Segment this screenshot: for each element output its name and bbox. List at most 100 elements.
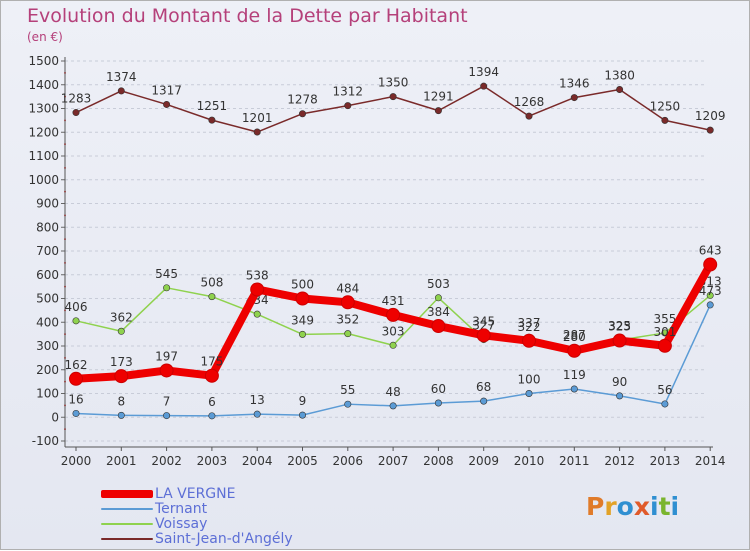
logo-letter: i <box>670 492 680 521</box>
data-point <box>434 294 442 302</box>
data-label: 325 <box>608 319 631 333</box>
y-tick-label: 100 <box>36 387 59 401</box>
data-label: 13 <box>250 393 265 407</box>
data-point <box>114 369 129 384</box>
data-point <box>525 112 533 120</box>
y-tick-label: 700 <box>36 244 59 258</box>
data-point <box>567 343 582 358</box>
logo-letter: r <box>604 492 617 521</box>
data-label: 162 <box>65 358 88 372</box>
data-point <box>525 389 533 397</box>
data-point <box>706 126 714 134</box>
data-label: 1346 <box>559 77 590 91</box>
y-tick-label: 1300 <box>28 102 59 116</box>
logo-letter: x <box>633 492 650 521</box>
data-label: 538 <box>246 268 269 282</box>
data-label: 60 <box>431 382 446 396</box>
data-point <box>117 87 125 95</box>
data-point <box>163 100 171 108</box>
data-label: 6 <box>208 395 216 409</box>
data-point <box>250 282 265 297</box>
data-label: 473 <box>699 284 722 298</box>
data-label: 1380 <box>604 69 635 83</box>
data-point <box>706 291 714 299</box>
y-tick-label: 500 <box>36 292 59 306</box>
data-point <box>72 109 80 117</box>
legend-label: Saint-Jean-d'Angély <box>155 531 293 547</box>
data-point <box>616 86 624 94</box>
data-label: 1268 <box>514 95 545 109</box>
data-label: 1291 <box>423 90 454 104</box>
data-label: 1278 <box>287 93 318 107</box>
logo-letter: t <box>658 492 671 521</box>
y-tick-label: 400 <box>36 315 59 329</box>
data-label: 90 <box>612 375 627 389</box>
legend-swatch <box>101 523 153 525</box>
data-label: 1201 <box>242 111 273 125</box>
data-label: 431 <box>382 294 405 308</box>
series-ternant: 16 8 7 6 13 9 55 48 60 68 100 119 90 56 473 <box>68 284 722 420</box>
data-label: 119 <box>563 368 586 382</box>
y-tick-label: 600 <box>36 268 59 282</box>
data-label: 1374 <box>106 70 137 84</box>
x-tick-label: 2012 <box>604 454 635 468</box>
data-label: 301 <box>653 325 676 339</box>
data-label: 7 <box>163 395 171 409</box>
data-label: 1209 <box>695 109 726 123</box>
data-label: 362 <box>110 310 133 324</box>
data-point <box>253 128 261 136</box>
data-label: 1317 <box>151 83 182 97</box>
data-label: 197 <box>155 349 178 363</box>
data-label: 68 <box>476 380 491 394</box>
data-point <box>208 116 216 124</box>
data-point <box>706 301 714 309</box>
legend-label: Voissay <box>155 516 208 532</box>
x-tick-label: 2003 <box>197 454 228 468</box>
data-label: 484 <box>336 281 359 295</box>
y-tick-label: 300 <box>36 339 59 353</box>
data-point <box>204 368 219 383</box>
chart-title: Evolution du Montant de la Dette par Hab… <box>27 5 468 27</box>
data-point <box>389 402 397 410</box>
y-tick-label: 1100 <box>28 149 59 163</box>
data-point <box>253 310 261 318</box>
data-point <box>298 411 306 419</box>
data-point <box>612 333 627 348</box>
data-point <box>117 411 125 419</box>
data-point <box>476 328 491 343</box>
data-point <box>117 327 125 335</box>
data-label: 384 <box>427 305 450 319</box>
series-saint-jean-d-ang-ly: 1283 1374 1317 1251 1201 1278 1312 1350 1291 1394… <box>61 65 726 136</box>
data-label: 337 <box>518 316 541 330</box>
data-label: 323 <box>608 320 631 334</box>
data-label: 8 <box>117 394 125 408</box>
data-label: 643 <box>699 244 722 258</box>
data-point <box>72 409 80 417</box>
data-point <box>703 257 718 272</box>
x-tick-label: 2002 <box>151 454 182 468</box>
data-label: 345 <box>472 314 495 328</box>
legend-swatch <box>101 538 153 540</box>
data-point <box>661 400 669 408</box>
y-tick-label: 0 <box>51 410 59 424</box>
data-label: 303 <box>382 324 405 338</box>
chart-unit: (en €) <box>27 30 63 44</box>
data-point <box>434 399 442 407</box>
data-point <box>163 284 171 292</box>
data-point <box>570 94 578 102</box>
y-tick-label: 900 <box>36 197 59 211</box>
data-label: 1251 <box>197 99 228 113</box>
logo-letter: P <box>586 492 605 521</box>
data-point <box>253 410 261 418</box>
data-point <box>344 102 352 110</box>
data-label: 322 <box>518 320 541 334</box>
data-label: 1394 <box>468 65 499 79</box>
data-point <box>616 392 624 400</box>
data-point <box>208 412 216 420</box>
data-label: 56 <box>657 383 672 397</box>
data-label: 1283 <box>61 92 92 106</box>
data-point <box>389 93 397 101</box>
data-point <box>389 341 397 349</box>
data-label: 175 <box>200 355 223 369</box>
